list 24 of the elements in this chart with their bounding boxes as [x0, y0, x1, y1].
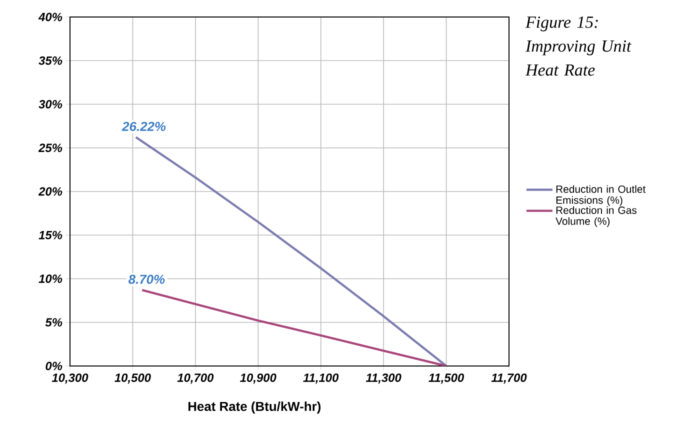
y-tick-label: 10% [38, 274, 62, 283]
y-tick-label: 40% [38, 12, 62, 22]
annotation: 8.70% [128, 274, 165, 284]
x-tick-label: 10,900 [240, 374, 276, 384]
legend-label: Reduction in Gas Volume (%) [556, 206, 637, 227]
annotation: 26.22% [122, 122, 166, 132]
y-tick-label: 20% [38, 187, 62, 196]
y-tick-label: 30% [38, 100, 62, 108]
y-tick-label: 35% [38, 56, 62, 65]
x-axis-title: Heat Rate (Btu/kW-hr) [188, 402, 321, 414]
x-tick-label: 10,300 [52, 374, 88, 384]
x-tick-label: 11,500 [428, 374, 464, 384]
y-tick-label: 5% [45, 318, 62, 327]
y-tick-label: 25% [38, 144, 62, 152]
text: Figure 15: Improving Unit Heat Rate [525, 16, 632, 76]
x-tick-label: 11,700 [491, 374, 527, 384]
y-tick-label: 0% [46, 362, 62, 370]
legend-label: Reduction in Outlet Emissions (%) [556, 185, 646, 206]
x-tick-label: 11,100 [303, 374, 339, 384]
x-tick-label: 11,300 [366, 374, 402, 384]
x-tick-label: 10,500 [114, 374, 151, 384]
x-tick-label: 10,700 [177, 374, 214, 384]
line-series [141, 288, 448, 366]
y-tick-label: 15% [38, 230, 62, 240]
